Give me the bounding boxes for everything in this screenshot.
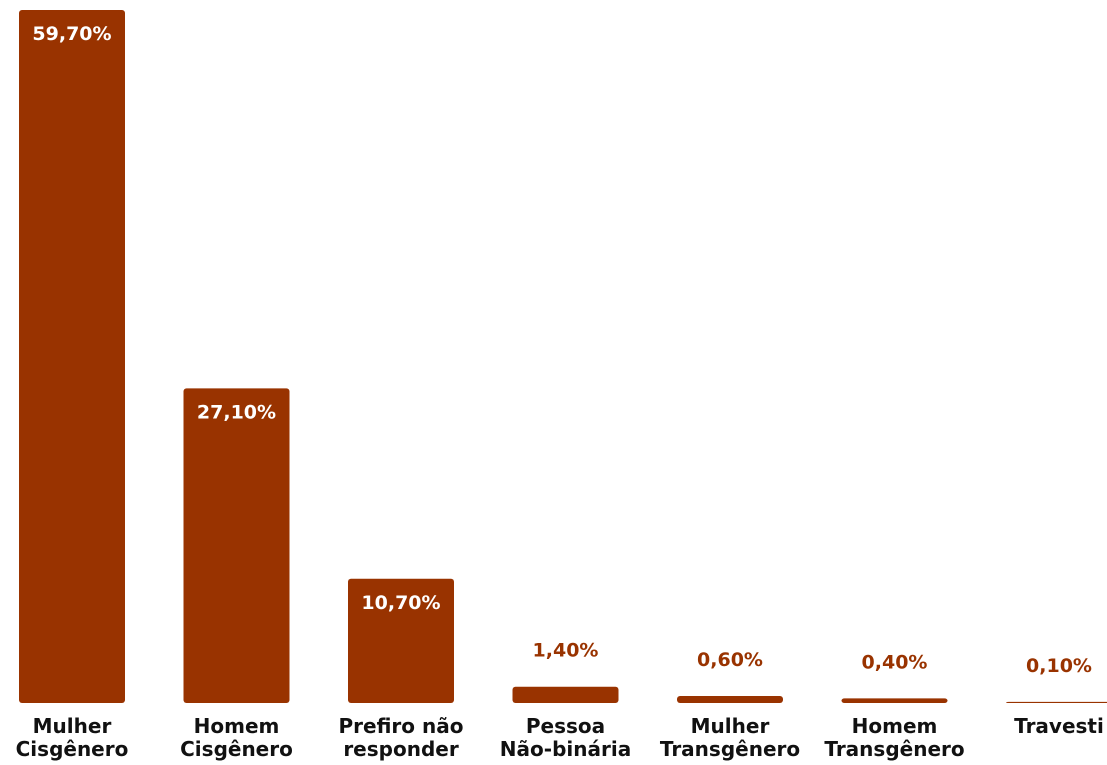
bar-2 [183,388,290,703]
category-label-4: Pessoa Não-binária [500,714,631,761]
value-label-7: 0,10% [1026,655,1092,677]
value-label-1: 59,70% [32,23,111,45]
category-label-3: Prefiro não responder [339,714,464,761]
bar-1 [19,10,125,703]
bar-6 [841,698,948,703]
bar-4 [512,686,619,703]
value-label-5: 0,60% [697,649,763,671]
category-label-7: Travesti [1014,714,1104,738]
category-label-1: Mulher Cisgênero [16,714,129,761]
category-label-2: Homem Cisgênero [180,714,293,761]
category-label-6: Homem Transgênero [824,714,964,761]
value-label-4: 1,40% [533,640,599,662]
bar-7 [1006,701,1107,703]
value-label-2: 27,10% [197,401,276,423]
bar-3 [348,578,454,703]
category-label-5: Mulher Transgênero [660,714,800,761]
value-label-6: 0,40% [862,651,928,673]
bar-5 [677,696,783,703]
value-label-3: 10,70% [361,592,440,614]
